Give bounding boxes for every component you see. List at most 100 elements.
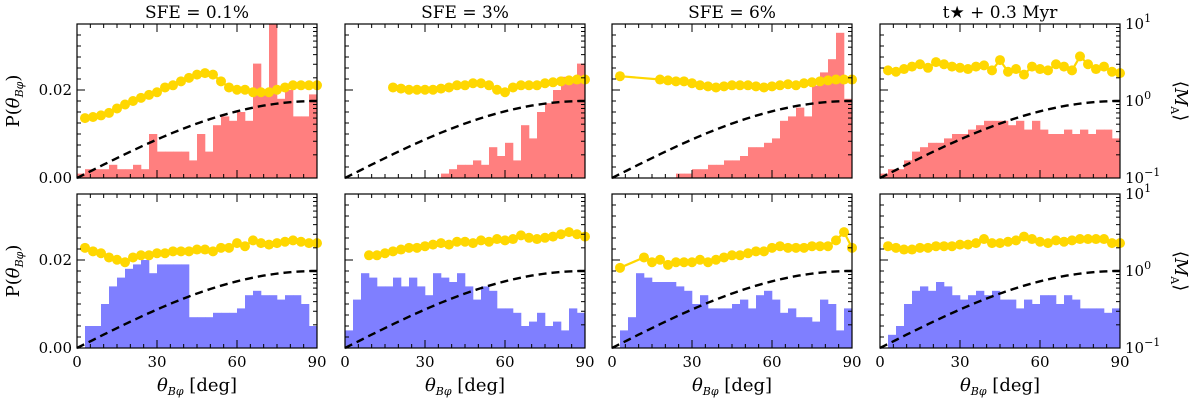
marker-point xyxy=(1099,61,1109,72)
hist-bar xyxy=(449,282,458,348)
marker-point xyxy=(775,241,785,252)
marker-point xyxy=(1107,238,1117,249)
panel-top-2: SFE = 6% xyxy=(611,3,857,180)
marker-point xyxy=(1043,65,1053,76)
marker-point xyxy=(719,81,729,92)
marker-point xyxy=(192,244,202,255)
hist-bar xyxy=(1104,312,1113,348)
marker-point xyxy=(663,75,673,86)
marker-point xyxy=(799,78,809,89)
marker-point xyxy=(939,241,949,252)
marker-point xyxy=(823,75,833,86)
hist-bar xyxy=(944,286,953,348)
marker-point xyxy=(248,235,258,246)
marker-point xyxy=(839,227,849,238)
marker-point xyxy=(452,236,462,247)
marker-point xyxy=(224,242,234,253)
hist-bar xyxy=(716,308,725,348)
hist-bar xyxy=(904,160,913,178)
marker-point xyxy=(1019,69,1029,80)
hist-bar xyxy=(756,147,765,178)
hist-bar xyxy=(537,112,546,178)
marker-point xyxy=(224,82,234,93)
marker-point xyxy=(703,81,713,92)
marker-point xyxy=(711,254,721,265)
marker-point xyxy=(120,99,130,110)
hist-bar xyxy=(804,317,813,348)
marker-point xyxy=(304,80,314,91)
hist-bar xyxy=(489,147,498,178)
hist-bar xyxy=(345,330,354,348)
marker-point xyxy=(120,257,130,268)
hist-bar xyxy=(93,326,102,348)
marker-point xyxy=(1075,51,1085,62)
hist-bar xyxy=(700,295,709,348)
hist-bar xyxy=(293,295,302,348)
marker-point xyxy=(671,76,681,87)
hist-bar xyxy=(812,321,821,348)
marker-point xyxy=(256,238,266,249)
marker-point xyxy=(380,248,390,259)
hist-bar xyxy=(724,308,733,348)
y-right-tick-label: 100 xyxy=(1125,89,1151,110)
marker-point xyxy=(240,241,250,252)
marker-point xyxy=(1083,59,1093,70)
hist-bar xyxy=(992,290,1001,348)
marker-point xyxy=(168,246,178,257)
marker-point xyxy=(807,241,817,252)
y-right-axis-label: ⟨MA⟩ xyxy=(1168,251,1191,291)
hist-bar xyxy=(253,63,262,178)
hist-bar xyxy=(165,151,174,178)
hist-bar xyxy=(513,312,522,348)
marker-point xyxy=(703,257,713,268)
marker-point xyxy=(88,111,98,122)
dashed-reference-curve xyxy=(611,99,852,180)
marker-point xyxy=(176,246,186,257)
hist-bar xyxy=(221,116,230,178)
hist-bar xyxy=(1016,308,1025,348)
marker-point xyxy=(508,82,518,93)
marker-point xyxy=(216,76,226,87)
hist-bar xyxy=(1024,299,1033,348)
marker-point xyxy=(759,246,769,257)
hist-bar xyxy=(700,169,709,178)
marker-point xyxy=(907,244,917,255)
marker-point xyxy=(460,236,470,247)
panel-top-0: SFE = 0.1% 0.00 0.02 P(θBφ) xyxy=(3,3,322,187)
hist-bar xyxy=(796,107,805,178)
hist-bar xyxy=(553,90,562,178)
marker-point xyxy=(671,257,681,268)
marker-point xyxy=(412,84,422,95)
x-axis-label: θBφ [deg] xyxy=(157,375,237,398)
hist-bar xyxy=(481,286,490,348)
y-right-tick-label: 101 xyxy=(1125,12,1151,33)
marker-point xyxy=(679,257,689,268)
marker-point xyxy=(272,238,282,249)
hist-bar xyxy=(960,299,969,348)
hist-bar xyxy=(545,326,554,348)
hist-bar xyxy=(473,160,482,178)
marker-point xyxy=(831,235,841,246)
x-axis-label: θBφ [deg] xyxy=(692,375,772,398)
marker-point xyxy=(899,244,909,255)
hist-bar xyxy=(221,312,230,348)
hist-bar xyxy=(1104,129,1113,178)
marker-point xyxy=(572,229,582,240)
x-tick-label: 90 xyxy=(842,353,861,371)
hist-bar xyxy=(245,120,254,178)
hist-bar xyxy=(652,282,661,348)
hist-bar xyxy=(1080,308,1089,348)
marker-point xyxy=(939,59,949,70)
marker-point xyxy=(615,262,625,273)
marker-point xyxy=(1059,61,1069,72)
hist-bar xyxy=(1064,129,1073,178)
hist-bar xyxy=(1040,129,1049,178)
marker-point xyxy=(420,84,430,95)
marker-point xyxy=(1003,66,1013,77)
hist-bar xyxy=(764,290,773,348)
marker-point xyxy=(556,76,566,87)
hist-bar xyxy=(465,286,474,348)
marker-point xyxy=(556,229,566,240)
hist-bar xyxy=(353,299,362,348)
hist-bar xyxy=(1080,129,1089,178)
